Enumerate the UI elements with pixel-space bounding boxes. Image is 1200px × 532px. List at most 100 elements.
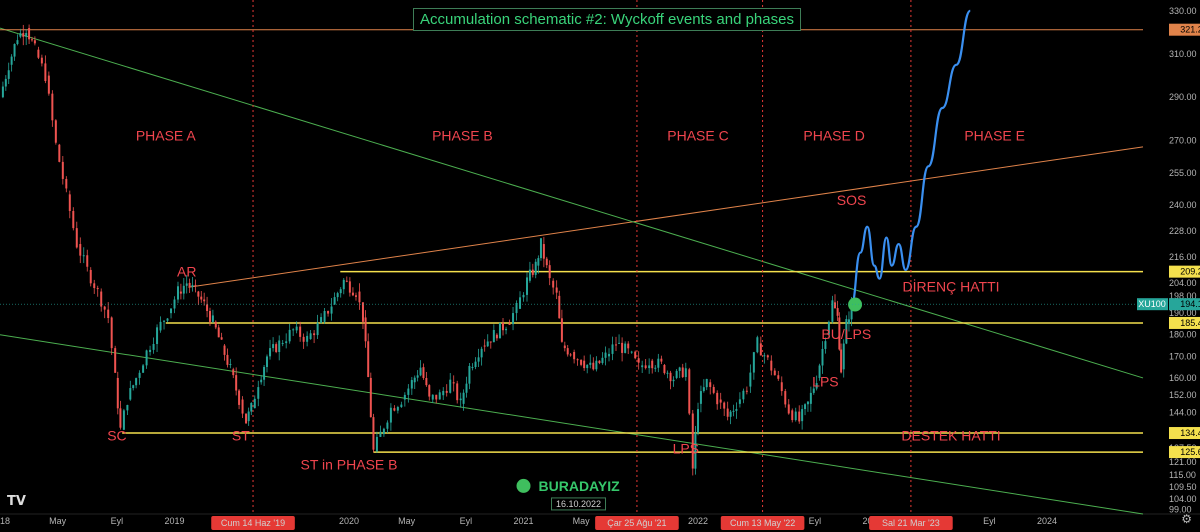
candle-body	[489, 341, 492, 343]
candle-body	[539, 238, 542, 259]
candle-body	[492, 329, 495, 343]
date-marker-label: Sal 21 Mar '23	[882, 518, 940, 528]
x-tick-label: 2021	[513, 516, 533, 526]
candle-body	[502, 322, 505, 331]
candle-body	[627, 343, 630, 349]
candle-body	[116, 377, 119, 409]
candle-body	[229, 364, 232, 366]
candle-body	[200, 296, 203, 300]
annotation-label: PHASE A	[136, 127, 197, 143]
candle-body	[132, 385, 135, 389]
candle-body	[295, 326, 298, 331]
candle-body	[285, 341, 288, 344]
candle-body	[558, 295, 561, 319]
candle-body	[425, 377, 428, 386]
candle-body	[759, 343, 762, 356]
candle-body	[483, 345, 486, 347]
candle-body	[709, 382, 712, 387]
annotation-label: BU/LPS	[821, 326, 871, 342]
candle-body	[336, 293, 339, 298]
candle-body	[272, 344, 275, 349]
candle-body	[791, 410, 794, 421]
candle-body	[33, 40, 36, 44]
projection-line	[850, 9, 972, 306]
candle-body	[386, 422, 389, 429]
x-tick-label: Eyl	[460, 516, 473, 526]
here-date: 16.10.2022	[556, 499, 601, 509]
here-date-box	[551, 497, 607, 511]
candle-body	[217, 327, 220, 338]
candle-body	[777, 375, 780, 379]
candle-body	[780, 382, 783, 392]
price-tag-bg	[1169, 298, 1200, 311]
candle-body	[25, 32, 28, 37]
annotation-label: PHASE E	[964, 127, 1025, 143]
candle-body	[382, 428, 385, 435]
candle-body	[396, 407, 399, 411]
y-tick-label: 152.00	[1169, 390, 1197, 400]
candle-body	[654, 367, 657, 369]
candle-body	[122, 410, 125, 430]
candle-body	[534, 261, 537, 275]
candle-body	[103, 306, 106, 310]
candle-body	[630, 351, 633, 353]
annotation-label: PHASE C	[667, 127, 728, 143]
candle-body	[815, 383, 818, 389]
candle-body	[752, 352, 755, 373]
candle-body	[735, 409, 738, 411]
annotation-label: PHASE D	[803, 127, 864, 143]
candle-body	[669, 372, 672, 382]
candle-body	[170, 308, 173, 314]
candle-body	[842, 343, 845, 370]
y-tick-label: 144.00	[1169, 407, 1197, 417]
candle-body	[413, 377, 416, 383]
candle-body	[364, 317, 367, 342]
candle-body	[245, 413, 248, 424]
y-tick-label: 240.00	[1169, 200, 1197, 210]
candle-body	[824, 341, 827, 349]
candle-body	[660, 358, 663, 362]
y-tick-label: 228.00	[1169, 226, 1197, 236]
x-tick-label: 2020	[339, 516, 359, 526]
candle-body	[678, 367, 681, 371]
candle-body	[480, 348, 483, 358]
candle-body	[288, 329, 291, 342]
candle-body	[223, 345, 226, 355]
candle-body	[40, 57, 43, 64]
y-tick-label: 104.00	[1169, 494, 1197, 504]
candle-body	[675, 370, 678, 378]
candle-body	[342, 279, 345, 290]
x-tick-label: Eyl	[983, 516, 996, 526]
candle-body	[194, 284, 197, 286]
candle-body	[30, 39, 33, 41]
candle-body	[477, 357, 480, 362]
candle-body	[845, 319, 848, 344]
candle-body	[410, 380, 413, 389]
candle-body	[58, 144, 61, 162]
candle-body	[126, 404, 129, 411]
candle-body	[211, 315, 214, 322]
x-tick-label: May	[573, 516, 591, 526]
annotation-label: ST	[232, 428, 250, 444]
candle-body	[7, 70, 10, 79]
candle-body	[614, 344, 617, 346]
gear-icon[interactable]: ⚙	[1181, 512, 1192, 526]
candle-body	[699, 391, 702, 404]
candle-body	[358, 291, 361, 303]
annotation-label: LPS	[812, 374, 838, 390]
trend-line	[188, 146, 1144, 288]
candle-body	[100, 291, 103, 307]
candle-body	[16, 40, 19, 45]
candle-body	[369, 377, 372, 418]
candle-body	[634, 351, 637, 359]
candle-body	[624, 343, 627, 353]
annotation-label: DESTEK HATTI	[901, 428, 1000, 444]
candle-body	[838, 317, 841, 350]
here-marker	[516, 478, 531, 493]
candle-body	[22, 33, 25, 37]
candle-body	[766, 355, 769, 358]
candle-body	[486, 341, 489, 347]
candle-body	[763, 355, 766, 357]
candle-body	[801, 409, 804, 422]
